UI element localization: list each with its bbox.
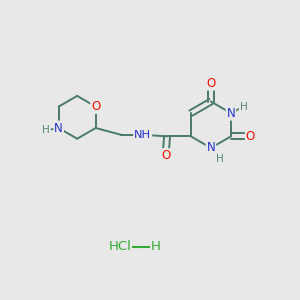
Text: H: H [216, 154, 224, 164]
Text: O: O [246, 130, 255, 143]
Text: H: H [42, 125, 50, 135]
Text: NH: NH [134, 130, 151, 140]
Text: N: N [54, 122, 63, 134]
Text: N: N [207, 141, 215, 154]
Text: O: O [161, 149, 170, 162]
Text: O: O [206, 76, 216, 90]
Text: H: H [150, 240, 160, 253]
Text: H: H [240, 102, 248, 112]
Text: N: N [226, 106, 236, 120]
Text: HCl: HCl [109, 240, 132, 253]
Text: O: O [91, 100, 100, 113]
